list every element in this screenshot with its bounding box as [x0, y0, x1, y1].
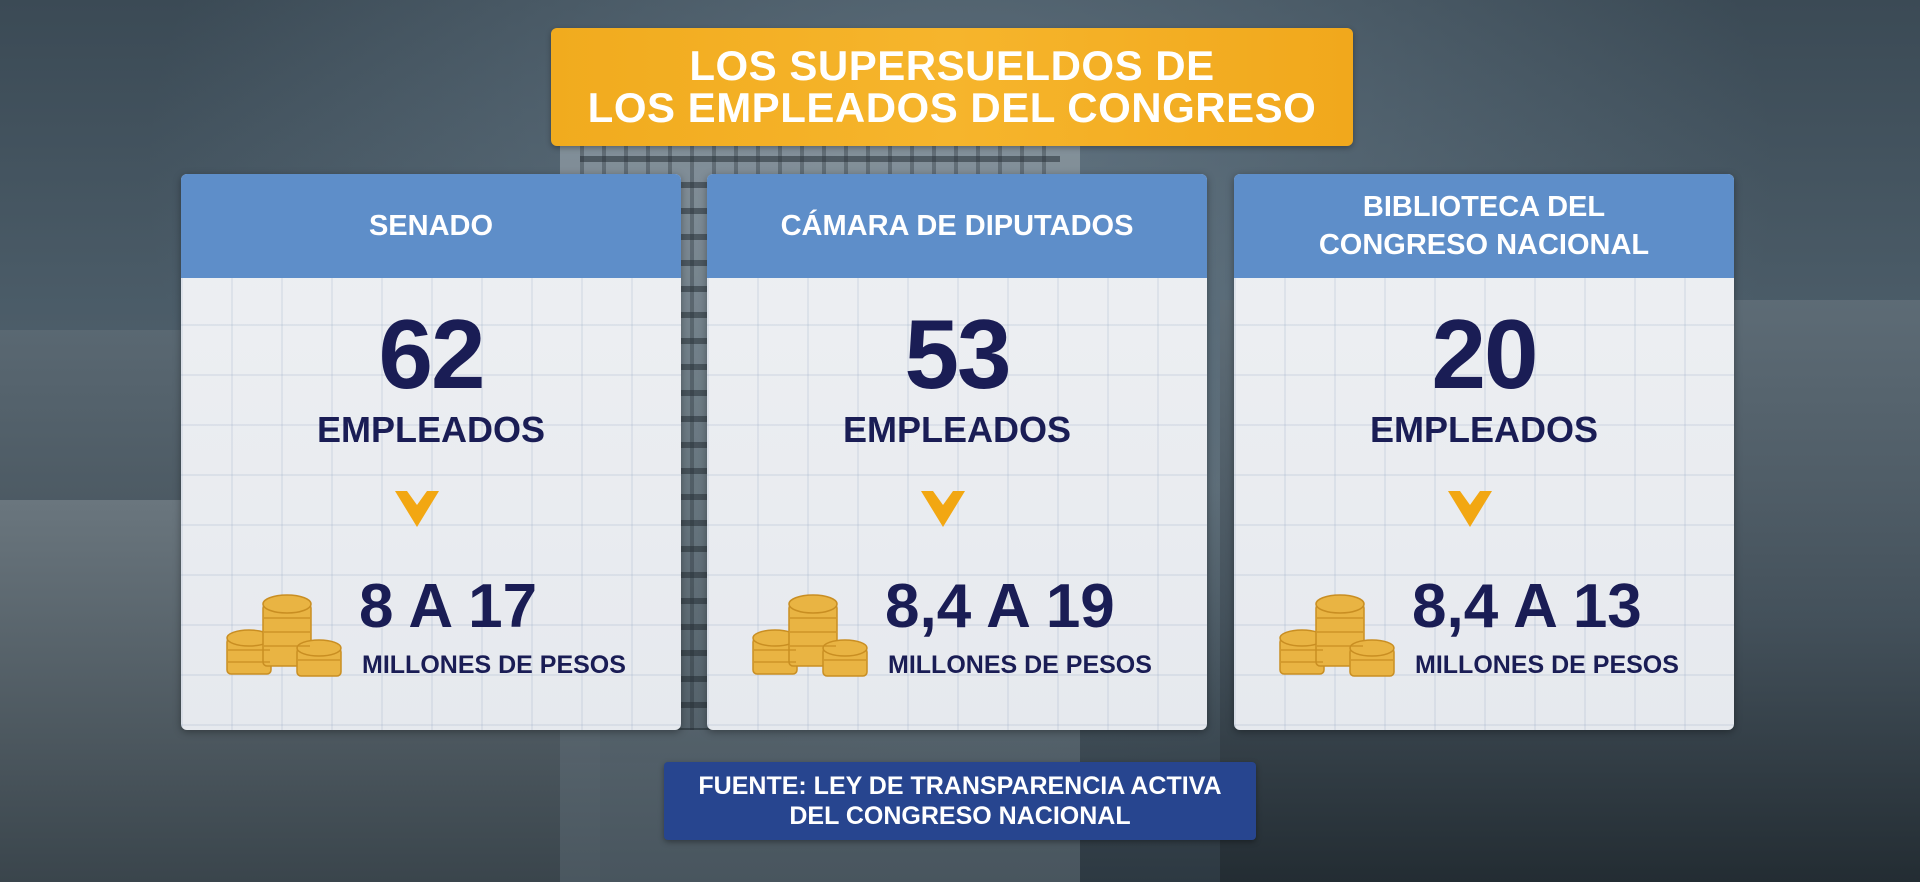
card-senado: SENADO 62 EMPLEADOS 8 A 17 MILLONES DE P… — [181, 174, 681, 730]
title-line-1: LOS SUPERSUELDOS DE — [689, 42, 1215, 89]
card-header-line-1: CÁMARA DE DIPUTADOS — [780, 210, 1134, 242]
salary-range: 8 A 17 — [359, 572, 538, 641]
employee-count-label: EMPLEADOS — [1369, 409, 1599, 450]
card-header-line-1: BIBLIOTECA DEL — [1362, 191, 1606, 223]
source-line-1: FUENTE: LEY DE TRANSPARENCIA ACTIVA — [698, 772, 1222, 800]
salary-range-unit: MILLONES DE PESOS — [1415, 651, 1679, 679]
employee-count: 53 — [904, 299, 1011, 409]
salary-range: 8,4 A 13 — [1412, 572, 1642, 641]
card-header: SENADO — [181, 174, 681, 278]
card-header-line-1: SENADO — [368, 210, 494, 242]
employee-count-label: EMPLEADOS — [316, 409, 546, 450]
chevron-down-icon — [921, 491, 965, 527]
card-header-line-2: CONGRESO NACIONAL — [1318, 229, 1650, 261]
chevron-down-icon — [1448, 491, 1492, 527]
source-line-2: DEL CONGRESO NACIONAL — [789, 802, 1131, 830]
salary-range-unit: MILLONES DE PESOS — [362, 651, 626, 679]
employee-count: 62 — [378, 299, 485, 409]
card-header: CÁMARA DE DIPUTADOS — [707, 174, 1207, 278]
title-line-2: LOS EMPLEADOS DEL CONGRESO — [587, 84, 1317, 131]
salary-range-unit: MILLONES DE PESOS — [888, 651, 1152, 679]
title-banner: LOS SUPERSUELDOS DE LOS EMPLEADOS DEL CO… — [551, 28, 1353, 146]
employee-count-label: EMPLEADOS — [842, 409, 1072, 450]
card-biblioteca-del-congreso-nacional: BIBLIOTECA DEL CONGRESO NACIONAL 20 EMPL… — [1234, 174, 1734, 730]
card-header: BIBLIOTECA DEL CONGRESO NACIONAL — [1234, 174, 1734, 278]
chevron-down-icon — [395, 491, 439, 527]
source-banner: FUENTE: LEY DE TRANSPARENCIA ACTIVA DEL … — [664, 762, 1256, 840]
coins-icon — [226, 594, 342, 677]
employee-count: 20 — [1431, 299, 1538, 409]
salary-range: 8,4 A 19 — [885, 572, 1115, 641]
card-camara-de-diputados: CÁMARA DE DIPUTADOS 53 EMPLEADOS 8,4 A 1… — [707, 174, 1207, 730]
coins-icon — [1279, 594, 1395, 677]
coins-icon — [752, 594, 868, 677]
